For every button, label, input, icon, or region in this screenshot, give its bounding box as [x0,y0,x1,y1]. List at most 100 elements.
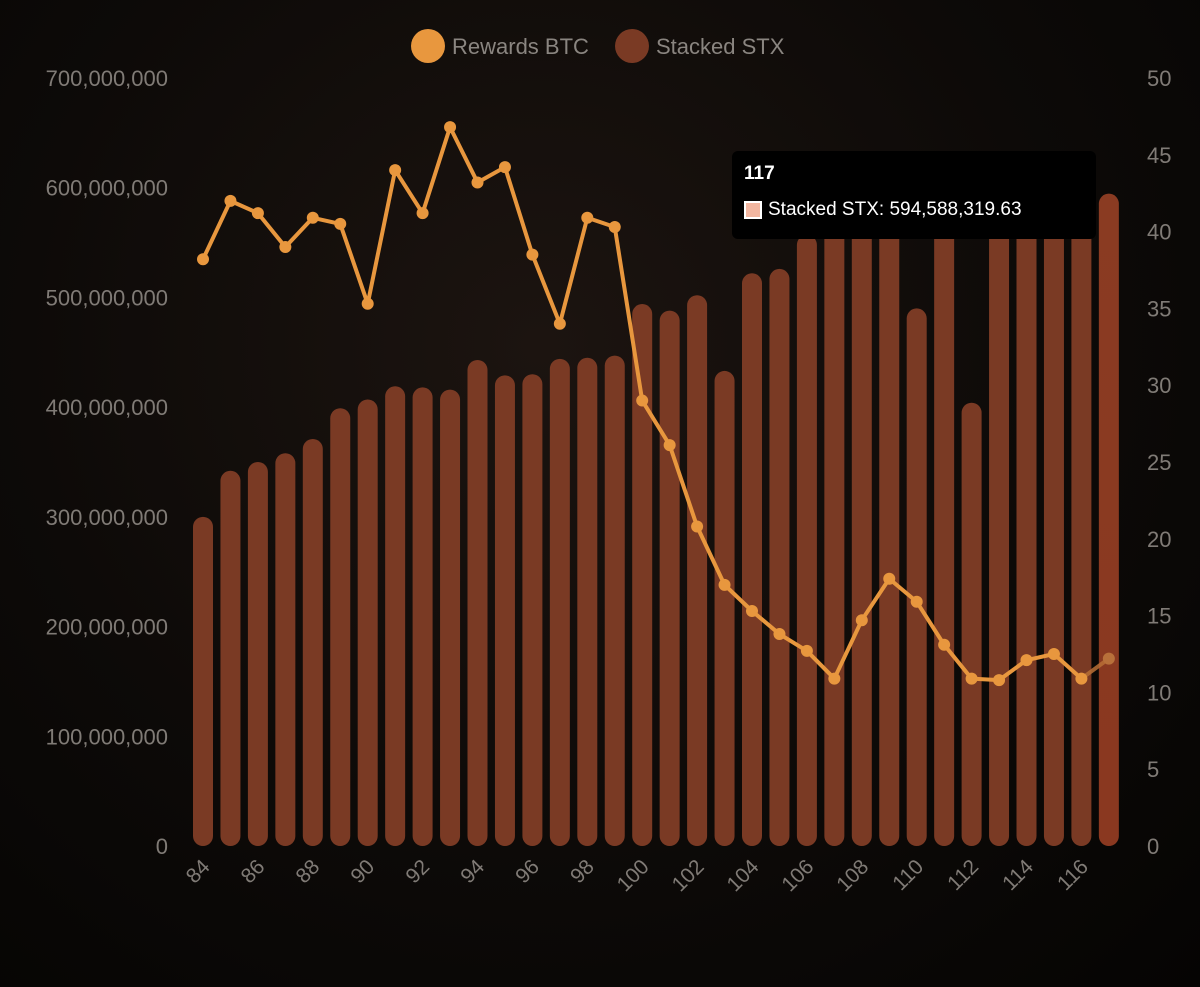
rewards-point [361,297,374,310]
rewards-point [828,672,841,685]
rewards-btc-series [197,121,1115,687]
bar [412,387,433,846]
x-tick: 86 [237,855,270,888]
x-tick: 96 [511,855,544,888]
bar [330,408,351,846]
bar [632,304,653,846]
bar [494,375,515,846]
rewards-point [471,176,484,189]
bar [659,310,680,846]
y-right-tick: 15 [1147,604,1171,629]
y-left-tick: 400,000,000 [46,395,168,420]
bar [467,359,488,846]
y-left-tick: 500,000,000 [46,285,168,310]
x-tick: 108 [832,855,873,896]
bar [385,386,406,846]
bar [687,295,708,847]
bar [714,370,735,846]
bar [220,470,241,846]
bar [440,389,461,846]
bar [604,355,625,846]
bar [193,516,213,846]
bar [577,357,598,846]
x-tick: 112 [943,855,983,895]
y-axis-left: 0 100,000,000 200,000,000 300,000,000 400,00… [46,66,168,859]
y-right-tick: 25 [1147,450,1171,475]
y-right-tick: 50 [1147,66,1171,91]
rewards-point [938,638,951,651]
rewards-point [334,217,347,230]
rewards-point [910,595,923,608]
tooltip-swatch [744,201,762,219]
y-left-tick: 0 [156,834,168,859]
y-left-tick: 300,000,000 [46,505,168,530]
rewards-point [498,161,511,174]
bar [824,195,845,846]
rewards-point [526,248,539,261]
rewards-point [1075,672,1088,685]
rewards-point [883,572,896,585]
rewards-point [1020,654,1033,667]
rewards-point [389,164,402,177]
x-tick: 114 [998,855,1038,895]
x-tick: 100 [613,855,654,896]
rewards-point [197,253,209,266]
bar [769,268,790,847]
tooltip: 117 Stacked STX: 594,588,319.63 [732,151,1096,239]
rewards-point [691,520,704,533]
bar [357,399,378,846]
y-right-tick: 5 [1147,757,1159,782]
x-tick: 92 [401,855,434,888]
bar [247,462,268,846]
bar [851,185,872,846]
bar [1016,186,1037,847]
rewards-point [608,220,621,233]
rewards-point [746,604,758,617]
y-left-tick: 600,000,000 [46,176,168,201]
bar [275,453,296,846]
rewards-point [965,672,978,685]
y-left-tick: 100,000,000 [46,724,168,749]
rewards-point [553,317,566,330]
x-tick: 90 [346,855,379,888]
bar [934,189,955,846]
rewards-point [1102,652,1115,665]
bar [879,195,900,846]
bar [302,438,323,846]
x-tick: 116 [1053,855,1093,895]
y-right-tick: 20 [1147,527,1171,552]
x-tick: 106 [777,855,818,896]
tooltip-row: Stacked STX: 594,588,319.63 [744,199,1084,221]
y-right-tick: 45 [1147,143,1171,168]
x-tick: 94 [456,855,489,888]
rewards-point [718,578,731,591]
stacked-stx-series [193,185,1119,847]
legend-label-2: Stacked STX [656,34,785,59]
y-left-tick: 700,000,000 [46,66,168,91]
legend-swatch-1 [411,29,445,63]
bar [796,234,817,847]
rewards-point [224,194,237,207]
bar [906,308,927,846]
bar [742,273,762,846]
rewards-point [1047,648,1060,660]
y-right-tick: 35 [1147,296,1171,321]
rewards-point [444,121,457,134]
tooltip-title: 117 [744,163,775,184]
rewards-point [306,211,319,224]
rewards-point [636,394,649,407]
y-axis-right: 0 5 10 15 20 25 30 35 40 45 50 [1147,66,1171,859]
rewards-point [800,644,813,657]
rewards-point [279,240,292,253]
bar [1043,188,1064,847]
rewards-point [251,207,264,220]
x-tick: 98 [566,855,599,888]
rewards-point [581,211,594,224]
rewards-point [773,628,786,641]
legend-swatch-2 [615,29,649,63]
bar [961,402,982,846]
bar [522,374,543,846]
x-tick: 84 [182,855,215,888]
